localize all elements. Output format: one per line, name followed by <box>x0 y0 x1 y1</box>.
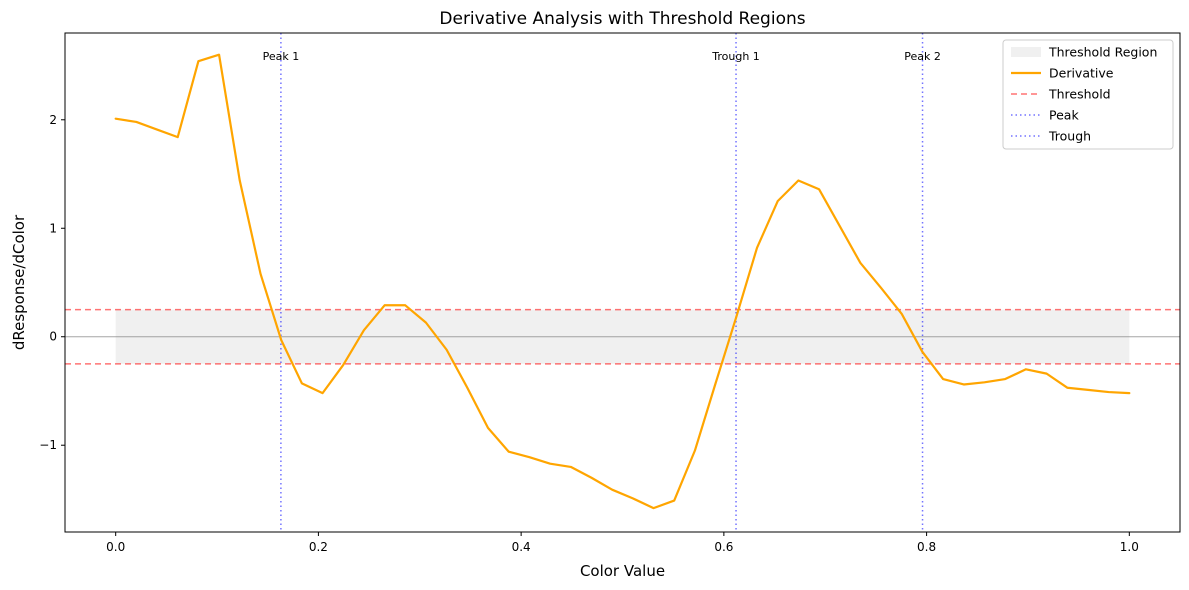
legend-label-threshold: Threshold <box>1048 87 1111 102</box>
legend-label-peak: Peak <box>1049 108 1079 123</box>
plot-frame <box>64 32 1181 533</box>
marker-label-trough-1: Trough 1 <box>711 50 760 63</box>
chart-title: Derivative Analysis with Threshold Regio… <box>439 9 805 29</box>
x-tick-label: 0.2 <box>309 540 328 554</box>
series-line-derivative <box>114 53 1131 510</box>
legend-label-threshold-region: Threshold Region <box>1048 45 1157 60</box>
y-axis-label: dResponse/dColor <box>10 214 28 350</box>
x-tick-label: 0.4 <box>512 540 531 554</box>
y-tick-label: 1 <box>49 221 57 235</box>
legend-label-derivative: Derivative <box>1049 66 1114 81</box>
y-tick-label: −1 <box>39 438 57 452</box>
y-tick-label: 0 <box>49 330 57 344</box>
y-tick-label: 2 <box>49 113 57 127</box>
legend-label-trough: Trough <box>1048 129 1091 144</box>
x-axis-label: Color Value <box>580 562 665 580</box>
x-tick-label: 1.0 <box>1120 540 1139 554</box>
legend-box <box>1002 39 1174 150</box>
legend-swatch-threshold-region <box>1011 47 1041 57</box>
x-tick-label: 0.8 <box>917 540 936 554</box>
x-tick-label: 0.0 <box>106 540 125 554</box>
legend: Threshold Region Derivative Threshold Peak T… <box>1002 39 1174 150</box>
x-tick-label: 0.6 <box>714 540 733 554</box>
plot-area: Peak 1 Trough 1 Peak 2 0.0 0.2 0.4 0.6 0.8 1.0 −1… <box>39 32 1181 554</box>
marker-label-peak-2: Peak 2 <box>904 50 941 63</box>
marker-label-peak-1: Peak 1 <box>263 50 300 63</box>
